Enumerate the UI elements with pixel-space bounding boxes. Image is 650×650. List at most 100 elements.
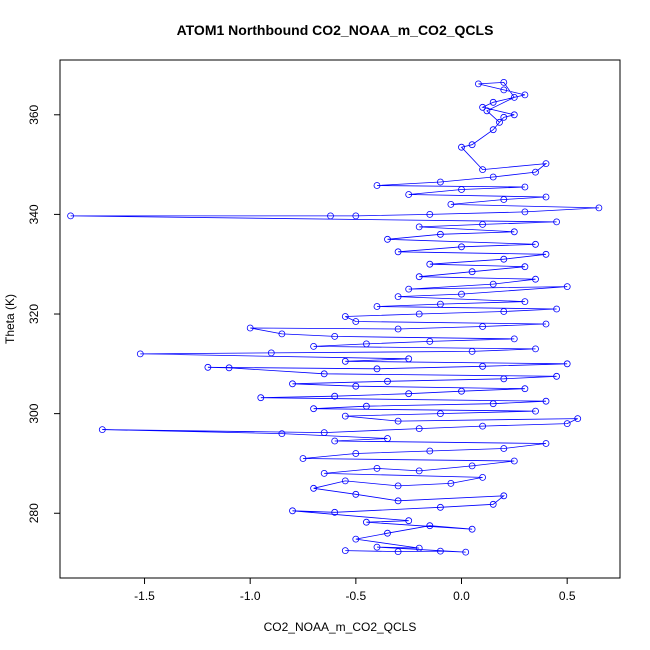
data-point (483, 107, 491, 115)
data-point (373, 182, 381, 189)
data-point (384, 529, 391, 537)
data-point (331, 437, 339, 445)
data-point (595, 204, 603, 212)
data-point (462, 548, 470, 556)
data-point (373, 543, 381, 551)
data-point (510, 335, 518, 343)
data-point (500, 255, 508, 263)
data-point (204, 363, 212, 371)
data-point (510, 228, 518, 236)
data-point (489, 400, 497, 408)
data-point (426, 447, 434, 455)
data-point (563, 420, 571, 428)
data-point (510, 111, 518, 119)
data-point (447, 479, 455, 487)
data-point (458, 186, 465, 193)
data-point (352, 450, 360, 457)
data-point (468, 268, 476, 276)
data-point (405, 355, 413, 363)
data-point (542, 397, 550, 405)
data-point (426, 260, 434, 268)
data-point (394, 248, 402, 256)
data-point (373, 303, 381, 310)
data-point (479, 220, 487, 228)
data-point (373, 464, 381, 472)
data-point (479, 103, 487, 111)
y-axis: 280 300 320 340 360 (27, 104, 61, 523)
x-tick-label: 0.0 (453, 589, 470, 603)
data-point (521, 183, 529, 191)
data-point (553, 372, 560, 380)
data-point (384, 235, 391, 243)
y-tick-label: 360 (27, 104, 41, 124)
data-point (362, 518, 370, 526)
data-point (415, 273, 423, 281)
series-layer (67, 79, 603, 556)
y-axis-label: Theta (K) (3, 294, 17, 344)
data-point (426, 210, 434, 218)
series-line (70, 81, 599, 553)
data-point (405, 285, 413, 293)
data-point (341, 477, 349, 485)
data-point (500, 79, 508, 86)
data-point (500, 86, 508, 94)
data-point (532, 168, 539, 176)
x-tick-label: 0.5 (559, 589, 576, 603)
data-point (415, 310, 423, 318)
data-point (362, 340, 370, 348)
data-point (98, 426, 106, 434)
data-point (341, 357, 349, 365)
data-point (436, 503, 444, 511)
data-point (289, 507, 296, 515)
data-point (542, 160, 550, 168)
y-tick-label: 300 (27, 403, 41, 423)
data-point (394, 482, 402, 490)
data-point (299, 455, 307, 462)
data-point (331, 332, 339, 340)
y-tick-label: 340 (27, 204, 41, 224)
data-point (436, 300, 444, 308)
chart-title: ATOM1 Northbound CO2_NOAA_m_CO2_QCLS (177, 22, 494, 38)
data-point (521, 208, 529, 216)
data-point (426, 337, 434, 345)
data-point (510, 457, 518, 465)
data-point (458, 243, 465, 251)
data-point (289, 380, 296, 388)
data-point (500, 492, 508, 500)
data-point (320, 370, 328, 378)
data-point (278, 330, 286, 338)
data-point (489, 98, 497, 106)
data-point (415, 223, 423, 231)
data-point (352, 382, 360, 390)
data-point (373, 365, 381, 373)
data-point (563, 283, 571, 291)
data-point (489, 500, 497, 508)
data-point (310, 342, 318, 350)
data-point (532, 275, 539, 283)
data-point (500, 196, 508, 203)
data-point (67, 212, 74, 220)
data-point (489, 126, 497, 134)
data-point (352, 318, 360, 325)
data-point (468, 525, 476, 533)
data-point (405, 517, 413, 525)
data-point (521, 91, 529, 99)
data-point (574, 415, 582, 423)
data-point (320, 429, 328, 437)
data-point (246, 324, 254, 332)
data-point (394, 417, 402, 425)
data-point (489, 173, 497, 181)
data-point (320, 469, 328, 477)
data-point (447, 200, 455, 208)
data-point (394, 548, 402, 555)
data-point (405, 191, 413, 198)
data-point (415, 544, 423, 552)
data-point (384, 377, 391, 385)
data-point (510, 94, 518, 101)
data-point (500, 445, 508, 452)
data-point (479, 323, 487, 330)
data-point (415, 467, 423, 475)
data-point (521, 298, 529, 306)
data-point (479, 166, 487, 174)
